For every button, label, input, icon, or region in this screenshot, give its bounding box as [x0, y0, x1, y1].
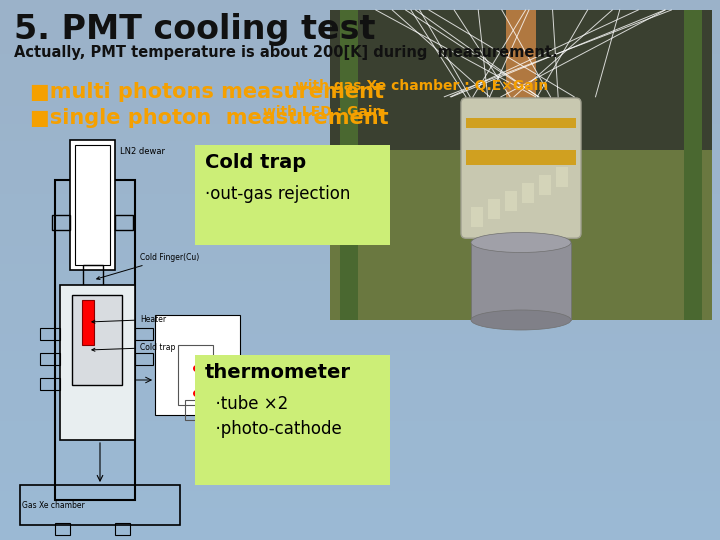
Bar — [52, 215, 70, 230]
Ellipse shape — [471, 310, 571, 330]
Text: ■multi photons measurement: ■multi photons measurement — [30, 82, 391, 102]
Bar — [70, 140, 115, 270]
Bar — [505, 191, 517, 211]
Bar — [185, 400, 207, 420]
Bar — [40, 328, 60, 340]
Bar — [330, 10, 712, 320]
Bar — [135, 328, 153, 340]
Bar — [556, 167, 568, 187]
Text: ·photo-cathode: ·photo-cathode — [205, 420, 342, 438]
Bar — [20, 485, 180, 525]
Bar — [539, 175, 551, 195]
Text: ·out-gas rejection: ·out-gas rejection — [205, 185, 351, 203]
Bar — [115, 523, 130, 535]
Bar — [488, 199, 500, 219]
Text: with gas Xe chamber : Q.E×Gain: with gas Xe chamber : Q.E×Gain — [295, 79, 548, 93]
Bar — [195, 145, 390, 245]
Bar — [195, 355, 390, 485]
Text: Cold trap: Cold trap — [92, 343, 176, 352]
FancyBboxPatch shape — [461, 98, 581, 238]
Text: LN2 dewar: LN2 dewar — [120, 147, 165, 156]
Text: Gas Xe chamber: Gas Xe chamber — [22, 501, 85, 510]
Text: 5. PMT cooling test: 5. PMT cooling test — [14, 13, 376, 46]
Text: Cold trap: Cold trap — [205, 153, 306, 172]
Bar — [340, 10, 358, 320]
Bar — [471, 242, 571, 320]
Text: ·tube ×2: ·tube ×2 — [205, 395, 288, 413]
Bar — [55, 180, 135, 500]
Bar — [55, 523, 70, 535]
Bar — [75, 145, 110, 265]
Bar — [466, 150, 576, 165]
Text: with LED : Gain: with LED : Gain — [263, 105, 382, 119]
Bar — [471, 207, 483, 227]
Bar — [330, 150, 712, 320]
Bar — [115, 215, 133, 230]
Text: Heater: Heater — [92, 315, 166, 324]
Bar — [60, 285, 135, 440]
Ellipse shape — [471, 233, 571, 253]
Bar — [684, 10, 702, 320]
Text: ■single photon  measurement: ■single photon measurement — [30, 108, 396, 128]
Bar — [506, 10, 536, 320]
Bar — [330, 10, 712, 150]
Text: Thermometer: Thermometer — [216, 362, 264, 368]
Bar — [155, 315, 240, 415]
Bar — [40, 353, 60, 365]
Bar — [72, 295, 122, 385]
Bar — [178, 345, 213, 405]
Bar — [82, 300, 94, 345]
Text: thermometer: thermometer — [205, 363, 351, 382]
Text: Actually, PMT temperature is about 200[K] during  measurement.: Actually, PMT temperature is about 200[K… — [14, 45, 557, 60]
Bar — [522, 183, 534, 203]
Bar — [466, 118, 576, 128]
Bar — [135, 353, 153, 365]
Text: Cold Finger(Cu): Cold Finger(Cu) — [96, 253, 199, 280]
Bar — [40, 378, 60, 390]
Bar — [83, 265, 103, 290]
